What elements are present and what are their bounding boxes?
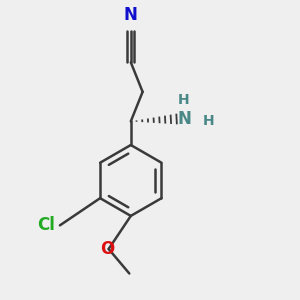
Text: O: O <box>100 240 114 258</box>
Text: N: N <box>124 6 138 24</box>
Text: Cl: Cl <box>38 216 56 234</box>
Text: N: N <box>177 110 191 128</box>
Text: H: H <box>203 114 215 128</box>
Text: H: H <box>178 94 190 107</box>
